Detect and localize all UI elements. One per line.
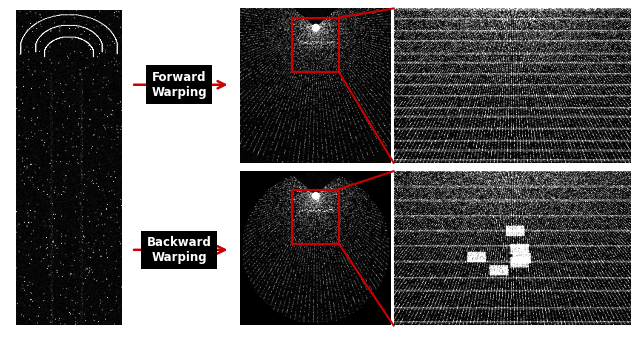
Text: Backward
Warping: Backward Warping bbox=[147, 236, 212, 264]
Text: Forward
Warping: Forward Warping bbox=[152, 71, 207, 99]
Bar bbox=[292, 190, 339, 244]
Bar bbox=[292, 18, 339, 72]
